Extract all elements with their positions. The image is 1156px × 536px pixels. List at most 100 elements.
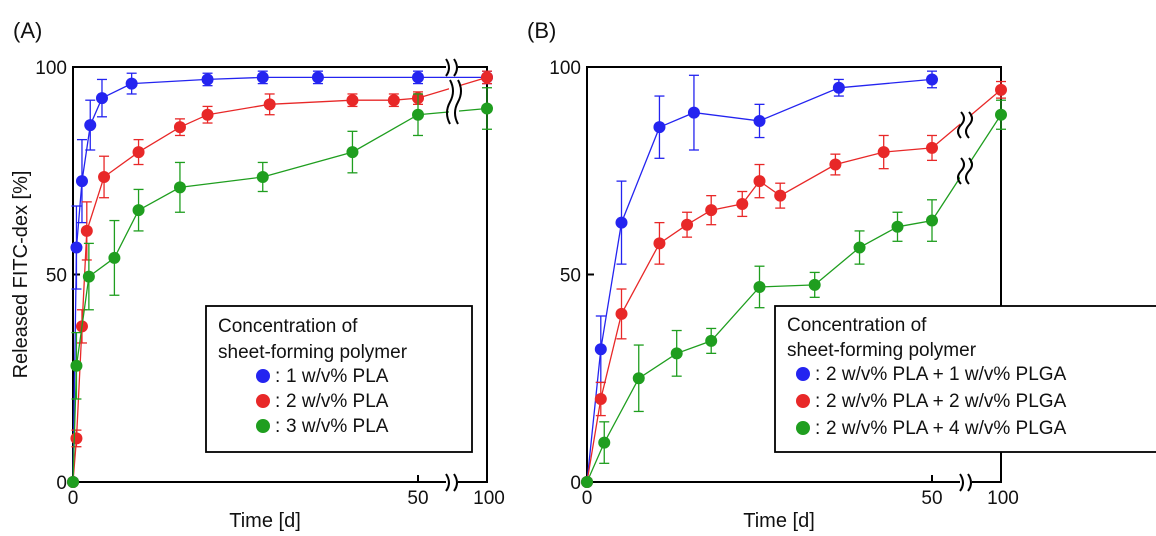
data-break-line — [446, 79, 454, 125]
legend-label: 2 w/v% PLA — [286, 391, 389, 412]
data-point — [926, 141, 938, 154]
chart-panel-a: (A) 0 50 100 0 50 100 Time [d] Released FITC-dex… — [10, 18, 505, 532]
data-point — [705, 334, 718, 347]
data-point — [481, 102, 493, 115]
data-point — [412, 71, 424, 84]
data-point — [705, 204, 718, 217]
data-point — [681, 218, 694, 231]
data-point — [108, 251, 121, 264]
data-point — [615, 307, 628, 320]
data-break-line — [965, 111, 973, 139]
x-tick-label: 50 — [407, 488, 428, 509]
data-point — [481, 71, 493, 84]
x-axis-label: Time [d] — [229, 510, 301, 532]
data-point — [132, 204, 145, 217]
legend-title: Concentration of — [218, 316, 358, 337]
legend-marker — [796, 394, 810, 408]
data-point — [736, 197, 749, 210]
x-tick-label-break: 100 — [473, 488, 505, 509]
legend-colon: : — [275, 416, 280, 437]
data-point — [201, 108, 214, 121]
x-tick-label: 0 — [68, 488, 79, 509]
axis-break-mark — [967, 473, 972, 492]
y-axis-label: Released FITC-dex [%] — [10, 171, 32, 379]
legend-box — [774, 305, 1156, 453]
data-point — [70, 432, 83, 445]
data-point — [926, 214, 938, 227]
axis-break-mark — [445, 473, 450, 492]
y-tick-label: 50 — [46, 266, 67, 287]
legend-label: 1 w/v% PLA — [286, 366, 389, 387]
data-point — [263, 98, 276, 111]
data-point — [173, 121, 186, 134]
data-point — [346, 94, 359, 107]
data-break-mask — [960, 112, 970, 138]
data-point — [995, 108, 1007, 121]
data-point — [132, 146, 145, 159]
data-point — [70, 359, 83, 372]
legend-colon: : — [815, 364, 820, 385]
legend-marker — [796, 367, 810, 381]
data-point — [808, 278, 821, 291]
x-tick-label: 50 — [921, 488, 942, 509]
legend-box — [205, 305, 473, 453]
data-point — [594, 393, 607, 405]
data-break-line — [957, 157, 965, 185]
data-point — [891, 220, 904, 233]
data-point — [125, 77, 138, 90]
legend-title: sheet-forming polymer — [787, 340, 977, 361]
legend-label: 3 w/v% PLA — [286, 416, 389, 437]
series-2 — [581, 80, 1007, 488]
y-tick-label: 100 — [35, 58, 67, 79]
x-tick-label-break: 100 — [987, 488, 1019, 509]
data-break-mark — [957, 111, 973, 139]
data-break-line — [957, 111, 965, 139]
data-break-mask — [960, 158, 970, 184]
legend-marker — [796, 421, 810, 435]
data-break-line — [965, 157, 973, 185]
data-break-line — [454, 79, 462, 125]
data-point — [877, 146, 890, 159]
y-tick-label: 0 — [570, 473, 581, 494]
data-point — [581, 476, 593, 488]
data-point — [753, 114, 766, 127]
data-point — [832, 81, 845, 94]
x-axis-label: Time [d] — [743, 510, 815, 532]
axis-break-mark — [453, 473, 458, 492]
y-tick-label: 50 — [560, 266, 581, 287]
data-point — [670, 347, 683, 360]
data-point — [774, 189, 787, 202]
legend-title: sheet-forming polymer — [218, 342, 408, 363]
legend-colon: : — [815, 391, 820, 412]
data-point — [201, 73, 214, 86]
data-point — [311, 71, 324, 84]
legend-colon: : — [815, 418, 820, 439]
data-point — [829, 158, 842, 171]
series-3 — [67, 87, 493, 488]
legend-label: 2 w/v% PLA + 2 w/v% PLGA — [826, 391, 1067, 412]
data-point — [412, 108, 424, 121]
data-point — [75, 175, 88, 188]
axis-break-mark — [453, 58, 458, 77]
data-point — [926, 73, 938, 86]
series-line — [586, 78, 933, 483]
chart-panel-b: (B) 0 50 100 0 50 100 Time [d] Concentration of s… — [527, 18, 1156, 532]
data-point — [387, 94, 400, 107]
data-point — [653, 121, 666, 134]
data-point — [346, 146, 359, 159]
data-point — [67, 476, 79, 488]
data-break-mask — [449, 80, 459, 124]
data-break-mark — [446, 79, 462, 125]
data-point — [598, 436, 611, 449]
data-point — [95, 92, 108, 105]
data-point — [256, 71, 269, 84]
legend-marker — [256, 394, 270, 408]
data-point — [687, 106, 700, 119]
legend-colon: : — [275, 391, 280, 412]
data-point — [615, 216, 628, 229]
legend-label: 2 w/v% PLA + 1 w/v% PLGA — [826, 364, 1067, 385]
